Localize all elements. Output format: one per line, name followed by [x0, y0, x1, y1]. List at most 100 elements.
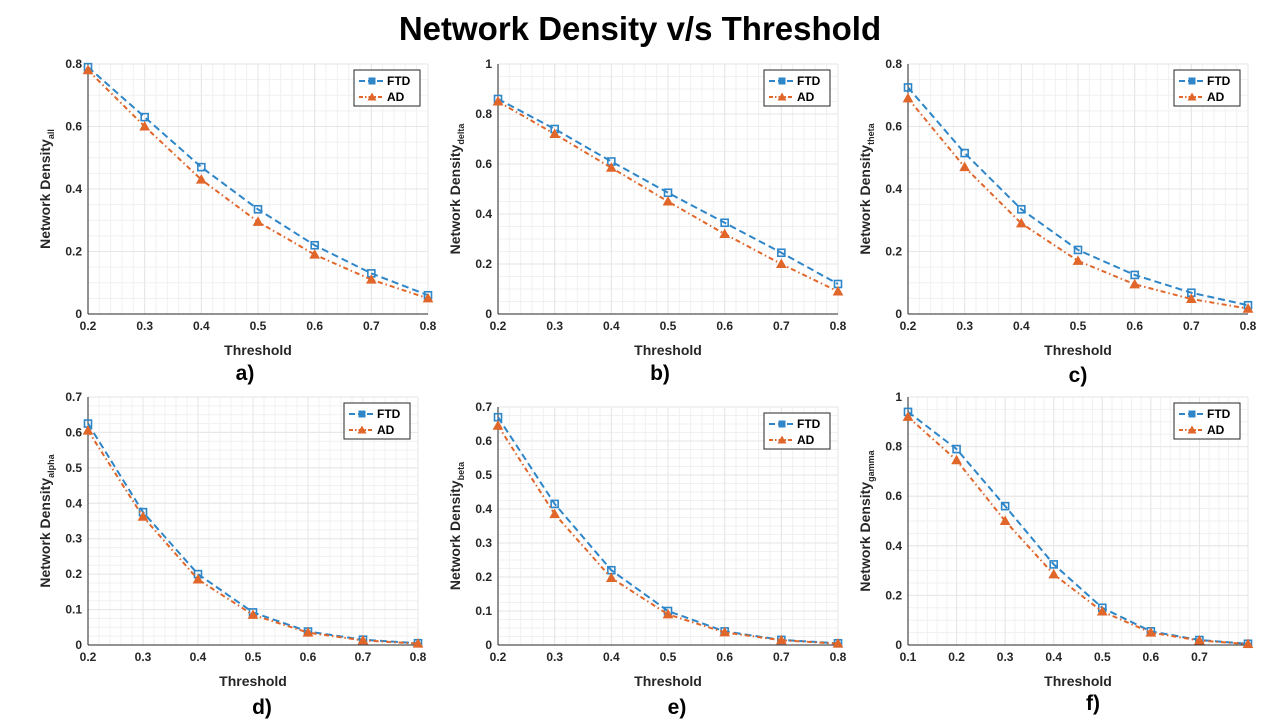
data-point-ftd — [1073, 245, 1083, 255]
data-point-ad — [1129, 278, 1141, 289]
y-tick-label: 1 — [895, 390, 902, 404]
y-axis-label: Network Densityalpha — [37, 453, 56, 587]
x-tick-label: 0.7 — [773, 650, 790, 664]
data-point-ftd — [253, 205, 263, 214]
legend-label-ftd: FTD — [797, 74, 821, 88]
y-tick-label: 0.6 — [475, 157, 492, 171]
data-point-ad — [775, 634, 787, 645]
x-tick-label: 0.8 — [420, 319, 437, 333]
x-tick-label: 0.2 — [490, 650, 507, 664]
data-point-ad — [1048, 568, 1060, 579]
y-tick-label: 0.2 — [475, 570, 492, 584]
data-point-ftd — [550, 499, 559, 509]
x-tick-label: 0.6 — [306, 319, 323, 333]
series-line-ftd — [87, 66, 429, 297]
x-tick-label: 0.5 — [245, 650, 262, 664]
x-tick-label: 0.6 — [300, 650, 317, 664]
y-axis-label: Network Densitydelta — [447, 123, 466, 255]
chart-panel-3: 0.2 0.3 0.4 0.5 0.6 0.7 0.800.20.40.60.8FTDADT… — [857, 57, 1257, 387]
y-tick-label: 0.2 — [65, 567, 82, 581]
y-tick-label: 0.8 — [65, 57, 82, 71]
y-tick-label: 0.2 — [475, 257, 492, 271]
x-tick-label: 0.6 — [1143, 650, 1160, 664]
legend: FTD AD — [1173, 69, 1241, 107]
data-point-ad — [951, 454, 962, 465]
x-tick-label: 0.6 — [716, 319, 733, 333]
data-point-ftd — [140, 112, 149, 122]
data-point-ad — [832, 285, 844, 296]
legend-label-ad: AD — [797, 433, 815, 447]
legend-label-ftd: FTD — [1207, 74, 1231, 88]
y-axis-label: Network Densitybeta — [447, 461, 466, 590]
x-tick-label: 0.7 — [355, 650, 372, 664]
data-point-ad — [999, 515, 1011, 525]
y-axis-label-subscript: theta — [866, 122, 876, 144]
y-tick-label: 0.7 — [65, 390, 82, 404]
y-axis-label-subscript: gamma — [866, 449, 876, 482]
y-tick-label: 0.4 — [65, 182, 82, 196]
x-tick-label: 0.8 — [410, 650, 427, 664]
x-tick-label: 0.7 — [363, 319, 380, 333]
panel-label: b) — [650, 362, 670, 385]
x-tick-label: 0.2 — [948, 650, 965, 664]
data-point-ftd — [1017, 205, 1026, 214]
legend-marker-ad — [777, 435, 787, 444]
data-point-ad — [549, 508, 561, 519]
x-axis-label: Threshold — [634, 342, 702, 358]
x-tick-label: 0.4 — [1045, 650, 1062, 664]
x-tick-label: 0.3 — [997, 650, 1014, 664]
y-axis-label-subscript: alpha — [46, 453, 56, 478]
x-tick-label: 0.2 — [80, 650, 97, 664]
figure-title: Network Density v/s Threshold — [398, 10, 882, 47]
panel-label: f) — [1086, 692, 1100, 715]
data-point-ftd — [1049, 560, 1059, 569]
legend-marker-ad — [1187, 425, 1197, 434]
legend-marker-ftd — [368, 77, 376, 85]
x-tick-label: 0.7 — [1183, 319, 1200, 333]
data-point-ad — [719, 626, 731, 637]
series-line-ftd — [907, 86, 1249, 307]
y-tick-label: 0.3 — [475, 536, 492, 550]
legend-marker-ftd — [778, 77, 786, 85]
x-tick-label: 0.5 — [1094, 650, 1111, 664]
x-tick-label: 0.3 — [135, 650, 152, 664]
data-point-ftd — [903, 83, 913, 92]
y-tick-label: 0.6 — [65, 425, 82, 439]
x-tick-label: 0.5 — [250, 319, 267, 333]
legend-box — [353, 69, 421, 107]
y-tick-label: 0.2 — [885, 245, 902, 259]
data-point-ad — [549, 128, 561, 138]
x-axis-label: Threshold — [634, 673, 702, 689]
y-tick-label: 0.2 — [885, 588, 902, 602]
y-tick-label: 0.6 — [475, 434, 492, 448]
legend: FTD AD — [343, 402, 411, 440]
x-axis-label: Threshold — [1044, 673, 1112, 689]
x-tick-label: 0.7 — [773, 319, 790, 333]
legend-box — [1173, 402, 1241, 440]
y-axis-label-subscript: beta — [456, 461, 466, 481]
x-tick-label: 0.7 — [1191, 650, 1208, 664]
legend-label-ad: AD — [1207, 423, 1225, 437]
x-tick-label: 0.2 — [80, 319, 97, 333]
legend-marker-ad — [1187, 92, 1197, 101]
data-point-ad — [1072, 255, 1084, 265]
chart-panel-2: 0.2 0.3 0.4 0.5 0.6 0.7 0.800.20.40.60.81FTDAD… — [447, 57, 847, 385]
data-point-ad — [1185, 293, 1197, 303]
x-tick-label: 0.4 — [190, 650, 207, 664]
data-point-ftd — [952, 444, 961, 454]
legend-marker-ftd — [1188, 77, 1196, 85]
x-tick-label: 0.4 — [193, 319, 210, 333]
data-point-ad — [82, 425, 94, 435]
data-point-ad — [309, 249, 321, 259]
y-axis-label: Network Densityall — [37, 129, 56, 249]
data-point-ad — [252, 216, 264, 226]
data-point-ad — [902, 411, 914, 421]
data-point-ad — [775, 258, 787, 268]
legend: FTD AD — [353, 69, 421, 107]
data-point-ad — [357, 634, 369, 645]
data-point-ad — [492, 420, 504, 430]
data-point-ad — [139, 120, 151, 131]
y-tick-label: 0 — [485, 307, 492, 321]
x-tick-label: 0.8 — [1240, 319, 1257, 333]
x-tick-label: 0.1 — [900, 650, 917, 664]
